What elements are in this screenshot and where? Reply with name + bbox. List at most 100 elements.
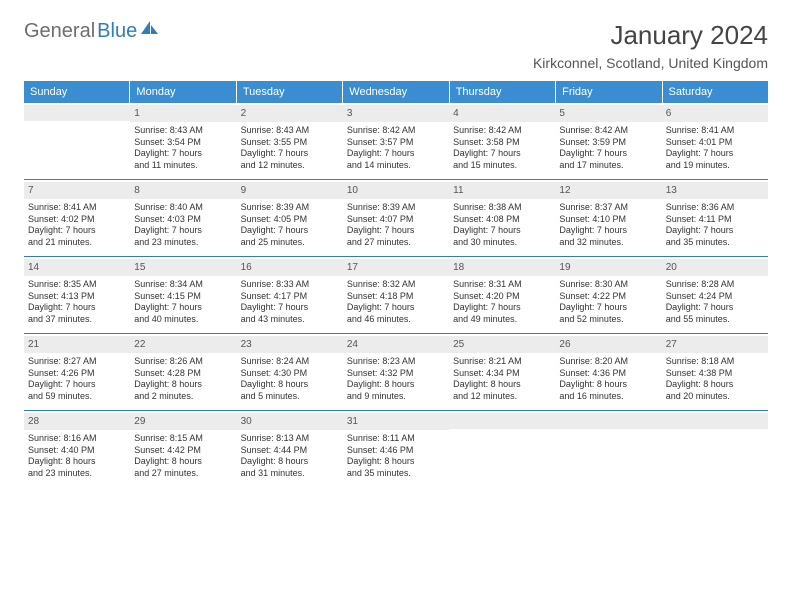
day-number: 13 xyxy=(662,182,768,199)
day-sunrise: Sunrise: 8:42 AM xyxy=(347,125,445,137)
day-cell: 9Sunrise: 8:39 AMSunset: 4:05 PMDaylight… xyxy=(237,180,343,256)
day-number: 22 xyxy=(130,336,236,353)
day-day2: and 27 minutes. xyxy=(134,468,232,480)
day-sunset: Sunset: 3:59 PM xyxy=(559,137,657,149)
day-day1: Daylight: 7 hours xyxy=(28,302,126,314)
day-day2: and 52 minutes. xyxy=(559,314,657,326)
day-number: 23 xyxy=(237,336,343,353)
day-sunset: Sunset: 4:22 PM xyxy=(559,291,657,303)
day-day2: and 21 minutes. xyxy=(28,237,126,249)
day-number: 7 xyxy=(24,182,130,199)
day-cell: 2Sunrise: 8:43 AMSunset: 3:55 PMDaylight… xyxy=(237,103,343,179)
day-day1: Daylight: 8 hours xyxy=(666,379,764,391)
day-number: 29 xyxy=(130,413,236,430)
day-number: 10 xyxy=(343,182,449,199)
day-header-row: SundayMondayTuesdayWednesdayThursdayFrid… xyxy=(24,81,768,103)
day-sunset: Sunset: 4:30 PM xyxy=(241,368,339,380)
day-sunrise: Sunrise: 8:30 AM xyxy=(559,279,657,291)
day-cell: 7Sunrise: 8:41 AMSunset: 4:02 PMDaylight… xyxy=(24,180,130,256)
day-sunset: Sunset: 4:15 PM xyxy=(134,291,232,303)
logo-text-blue: Blue xyxy=(97,20,137,43)
day-sunset: Sunset: 3:58 PM xyxy=(453,137,551,149)
day-header: Sunday xyxy=(24,81,130,103)
day-sunrise: Sunrise: 8:38 AM xyxy=(453,202,551,214)
day-cell: 18Sunrise: 8:31 AMSunset: 4:20 PMDayligh… xyxy=(449,257,555,333)
day-number: 24 xyxy=(343,336,449,353)
day-sunrise: Sunrise: 8:18 AM xyxy=(666,356,764,368)
day-cell: 11Sunrise: 8:38 AMSunset: 4:08 PMDayligh… xyxy=(449,180,555,256)
day-cell: 6Sunrise: 8:41 AMSunset: 4:01 PMDaylight… xyxy=(662,103,768,179)
logo: GeneralBlue xyxy=(24,20,159,43)
day-number: 16 xyxy=(237,259,343,276)
week-row: 7Sunrise: 8:41 AMSunset: 4:02 PMDaylight… xyxy=(24,179,768,256)
day-number: 12 xyxy=(555,182,661,199)
day-sunrise: Sunrise: 8:36 AM xyxy=(666,202,764,214)
day-day2: and 43 minutes. xyxy=(241,314,339,326)
day-sunrise: Sunrise: 8:41 AM xyxy=(28,202,126,214)
day-number: 27 xyxy=(662,336,768,353)
day-cell: 29Sunrise: 8:15 AMSunset: 4:42 PMDayligh… xyxy=(130,411,236,487)
day-day2: and 16 minutes. xyxy=(559,391,657,403)
day-day2: and 12 minutes. xyxy=(241,160,339,172)
day-sunrise: Sunrise: 8:32 AM xyxy=(347,279,445,291)
day-sunset: Sunset: 3:57 PM xyxy=(347,137,445,149)
day-cell: 8Sunrise: 8:40 AMSunset: 4:03 PMDaylight… xyxy=(130,180,236,256)
day-number: 28 xyxy=(24,413,130,430)
day-day1: Daylight: 7 hours xyxy=(453,225,551,237)
day-sunrise: Sunrise: 8:33 AM xyxy=(241,279,339,291)
empty-day xyxy=(24,105,130,121)
day-cell: 26Sunrise: 8:20 AMSunset: 4:36 PMDayligh… xyxy=(555,334,661,410)
day-sunrise: Sunrise: 8:42 AM xyxy=(453,125,551,137)
day-cell: 22Sunrise: 8:26 AMSunset: 4:28 PMDayligh… xyxy=(130,334,236,410)
day-sunrise: Sunrise: 8:41 AM xyxy=(666,125,764,137)
day-day2: and 55 minutes. xyxy=(666,314,764,326)
day-day2: and 5 minutes. xyxy=(241,391,339,403)
day-sunrise: Sunrise: 8:28 AM xyxy=(666,279,764,291)
day-day1: Daylight: 7 hours xyxy=(28,225,126,237)
day-cell: 15Sunrise: 8:34 AMSunset: 4:15 PMDayligh… xyxy=(130,257,236,333)
logo-sail-icon xyxy=(141,21,159,35)
day-sunset: Sunset: 4:42 PM xyxy=(134,445,232,457)
day-cell: 14Sunrise: 8:35 AMSunset: 4:13 PMDayligh… xyxy=(24,257,130,333)
week-row: 28Sunrise: 8:16 AMSunset: 4:40 PMDayligh… xyxy=(24,410,768,487)
day-day2: and 59 minutes. xyxy=(28,391,126,403)
calendar-page: GeneralBlue January 2024 Kirkconnel, Sco… xyxy=(0,0,792,507)
day-number: 8 xyxy=(130,182,236,199)
day-day1: Daylight: 7 hours xyxy=(241,302,339,314)
day-day1: Daylight: 7 hours xyxy=(134,302,232,314)
title-block: January 2024 Kirkconnel, Scotland, Unite… xyxy=(533,20,768,71)
day-cell xyxy=(24,103,130,179)
empty-day xyxy=(662,413,768,429)
day-cell: 20Sunrise: 8:28 AMSunset: 4:24 PMDayligh… xyxy=(662,257,768,333)
day-day1: Daylight: 8 hours xyxy=(134,379,232,391)
day-header: Thursday xyxy=(450,81,556,103)
day-sunrise: Sunrise: 8:37 AM xyxy=(559,202,657,214)
day-day1: Daylight: 7 hours xyxy=(347,148,445,160)
empty-day xyxy=(555,413,661,429)
day-sunset: Sunset: 4:38 PM xyxy=(666,368,764,380)
day-sunrise: Sunrise: 8:13 AM xyxy=(241,433,339,445)
day-day2: and 19 minutes. xyxy=(666,160,764,172)
day-number: 18 xyxy=(449,259,555,276)
day-day1: Daylight: 8 hours xyxy=(453,379,551,391)
day-sunset: Sunset: 4:05 PM xyxy=(241,214,339,226)
day-day2: and 2 minutes. xyxy=(134,391,232,403)
day-sunrise: Sunrise: 8:27 AM xyxy=(28,356,126,368)
day-cell: 4Sunrise: 8:42 AMSunset: 3:58 PMDaylight… xyxy=(449,103,555,179)
day-day1: Daylight: 7 hours xyxy=(134,148,232,160)
day-day1: Daylight: 7 hours xyxy=(559,225,657,237)
day-number: 26 xyxy=(555,336,661,353)
day-header: Tuesday xyxy=(237,81,343,103)
day-sunrise: Sunrise: 8:42 AM xyxy=(559,125,657,137)
day-day2: and 23 minutes. xyxy=(134,237,232,249)
day-day2: and 12 minutes. xyxy=(453,391,551,403)
week-row: 21 Sunrise: 8:27 AMSunset: 4:26 PM Dayligh… xyxy=(24,333,768,410)
day-day1: Daylight: 7 hours xyxy=(453,302,551,314)
day-day2: and 35 minutes. xyxy=(666,237,764,249)
day-sunset: Sunset: 4:26 PM xyxy=(28,368,126,380)
day-day2: and 23 minutes. xyxy=(28,468,126,480)
day-sunrise: Sunrise: 8:24 AM xyxy=(241,356,339,368)
day-sunrise: Sunrise: 8:43 AM xyxy=(241,125,339,137)
day-sunset: Sunset: 4:28 PM xyxy=(134,368,232,380)
day-number: 21 xyxy=(24,336,130,353)
